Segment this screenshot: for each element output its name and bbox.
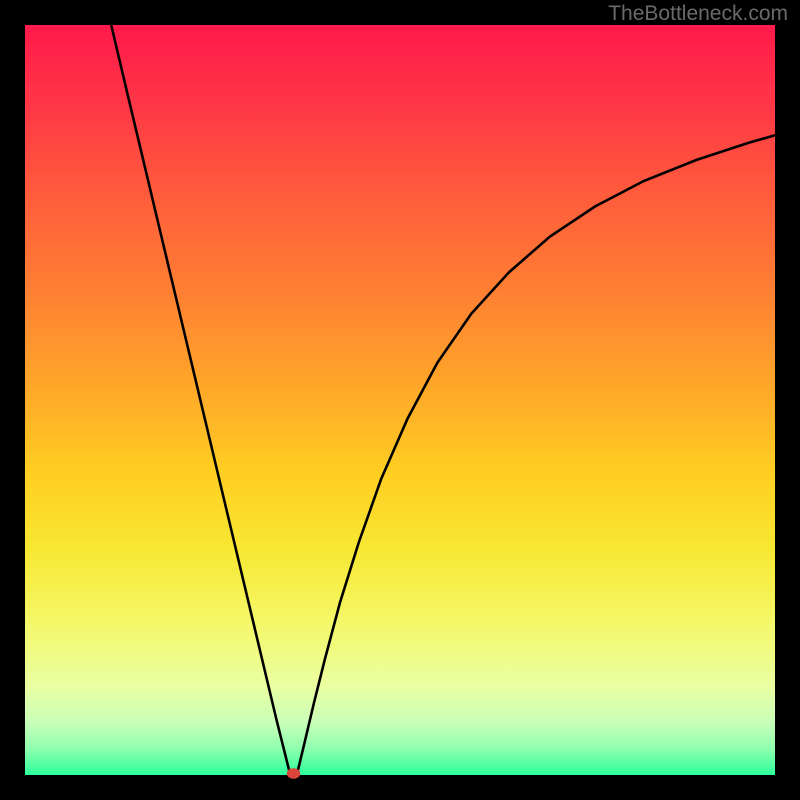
valley-marker-dot <box>287 768 301 779</box>
chart-container: TheBottleneck.com <box>0 0 800 800</box>
bottleneck-chart <box>0 0 800 800</box>
watermark-text: TheBottleneck.com <box>608 2 788 26</box>
